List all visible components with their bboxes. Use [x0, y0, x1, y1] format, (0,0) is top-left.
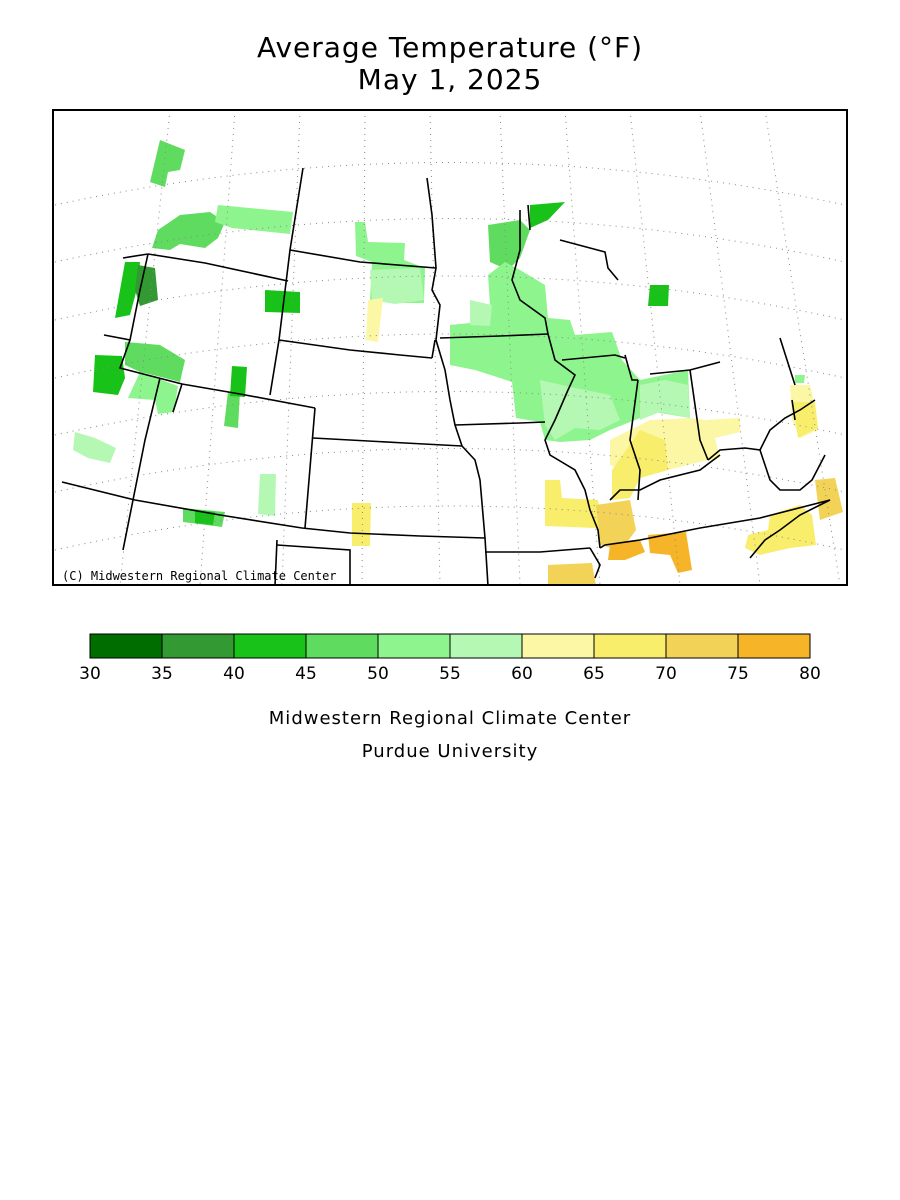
temp-patch	[608, 540, 645, 560]
temp-patch	[545, 480, 602, 528]
temp-patch	[548, 563, 596, 585]
temp-patch	[215, 205, 293, 234]
temp-patch	[230, 366, 247, 397]
temperature-patches	[73, 140, 843, 585]
legend-tick-label: 65	[583, 664, 605, 684]
legend-tick-label: 40	[223, 664, 245, 684]
temp-patch	[470, 300, 492, 326]
legend-bin-5	[449, 633, 523, 659]
temp-patch	[152, 212, 225, 250]
temp-patch	[352, 503, 371, 546]
temp-patch	[795, 375, 805, 383]
legend-bin-3	[305, 633, 379, 659]
temp-patch	[815, 478, 843, 520]
temp-patch	[125, 342, 185, 382]
legend-tick-label: 80	[799, 664, 821, 684]
temp-patch	[93, 355, 125, 395]
legend-bins	[89, 633, 811, 659]
legend-tick-label: 30	[79, 664, 101, 684]
map-title: Average Temperature (°F)	[256, 31, 644, 64]
legend-tick-labels: 30 35 40 45 50 55 60 65 70 75 80	[79, 664, 821, 684]
temp-patch	[793, 402, 818, 438]
temp-patch	[150, 140, 185, 187]
legend-tick-label: 45	[295, 664, 317, 684]
map-date: May 1, 2025	[357, 63, 543, 96]
temp-patch	[366, 298, 383, 342]
legend-bin-9	[737, 633, 811, 659]
credit-university: Purdue University	[361, 741, 539, 762]
legend-tick-label: 75	[727, 664, 749, 684]
temp-patch	[135, 265, 158, 306]
temp-patch	[648, 532, 692, 573]
legend-bin-8	[665, 633, 739, 659]
state-boundaries	[61, 167, 831, 585]
temp-patch	[224, 392, 240, 428]
temp-patch	[612, 430, 668, 500]
color-legend: 30 35 40 45 50 55 60 65 70 75 80	[79, 633, 821, 684]
legend-tick-label: 55	[439, 664, 461, 684]
temp-patch	[265, 290, 300, 313]
temp-patch	[450, 262, 690, 442]
temp-patch	[596, 500, 636, 548]
legend-bin-6	[521, 633, 595, 659]
temp-patch	[640, 380, 690, 420]
temp-patch	[370, 268, 424, 304]
legend-bin-4	[377, 633, 451, 659]
temp-patch	[115, 262, 140, 318]
temp-patch	[258, 474, 276, 516]
temp-patch	[540, 380, 620, 440]
legend-bin-1	[161, 633, 235, 659]
temp-patch	[73, 432, 116, 463]
temp-patch	[530, 202, 565, 228]
graticule	[54, 110, 846, 585]
temperature-map: (C) Midwestern Regional Climate Center	[52, 109, 848, 586]
legend-tick-label: 60	[511, 664, 533, 684]
temp-patch	[648, 285, 669, 306]
legend-bin-7	[593, 633, 667, 659]
temp-patch	[488, 220, 530, 270]
legend-tick-label: 50	[367, 664, 389, 684]
credit-organization: Midwestern Regional Climate Center	[268, 708, 632, 729]
legend-bin-0	[89, 633, 163, 659]
legend-bin-2	[233, 633, 307, 659]
temp-patch	[128, 372, 178, 414]
legend-tick-label: 35	[151, 664, 173, 684]
map-copyright: (C) Midwestern Regional Climate Center	[62, 569, 337, 583]
legend-tick-label: 70	[655, 664, 677, 684]
